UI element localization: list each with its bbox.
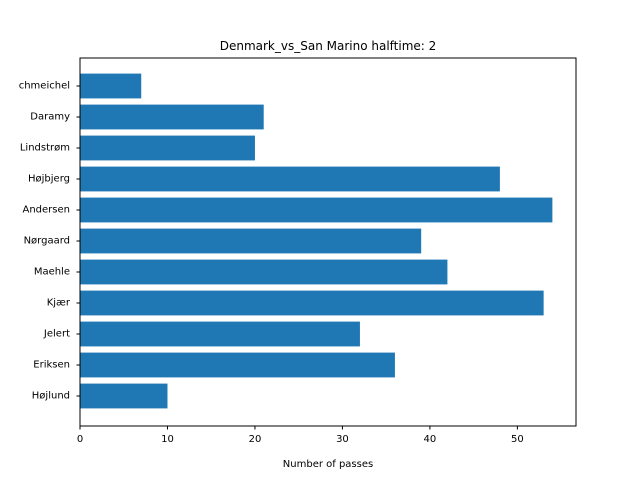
x-tick-label: 40 — [424, 434, 437, 445]
x-tick-label: 30 — [336, 434, 349, 445]
bar-4 — [80, 166, 500, 192]
bars-group — [80, 73, 553, 409]
bar-9 — [80, 321, 360, 347]
bar-5 — [80, 197, 553, 223]
y-tick-label: Andersen — [23, 205, 71, 216]
bar-10 — [80, 352, 395, 378]
bar-2 — [80, 104, 264, 130]
y-tick-label: Lindstrøm — [20, 143, 70, 154]
x-axis-ticks: 0 10 20 30 40 50 — [77, 426, 524, 445]
y-tick-label: Maehle — [34, 267, 70, 278]
y-axis-ticks: chmeichel Daramy Lindstrøm Højbjerg Andersen… — [19, 81, 80, 402]
y-tick-label: Nørgaard — [24, 236, 70, 247]
y-tick-label: Eriksen — [33, 360, 70, 371]
y-tick-label: chmeichel — [19, 81, 70, 92]
y-tick-label: Kjær — [47, 298, 71, 309]
bar-8 — [80, 290, 544, 316]
x-tick-label: 0 — [77, 434, 83, 445]
bar-1 — [80, 73, 142, 99]
y-tick-label: Højlund — [32, 391, 70, 402]
x-axis-label: Number of passes — [283, 459, 373, 470]
bar-6 — [80, 228, 422, 254]
plot-frame — [79, 57, 577, 427]
bar-7 — [80, 259, 448, 285]
x-tick-label: 50 — [511, 434, 524, 445]
bar-3 — [80, 135, 255, 161]
x-tick-label: 20 — [249, 434, 262, 445]
x-tick-label: 10 — [161, 434, 174, 445]
y-tick-label: Daramy — [30, 112, 70, 123]
y-tick-label: Højbjerg — [28, 174, 70, 185]
bar-11 — [80, 383, 168, 409]
y-tick-label: Jelert — [43, 329, 70, 340]
chart-title: Denmark_vs_San Marino halftime: 2 — [220, 39, 437, 53]
